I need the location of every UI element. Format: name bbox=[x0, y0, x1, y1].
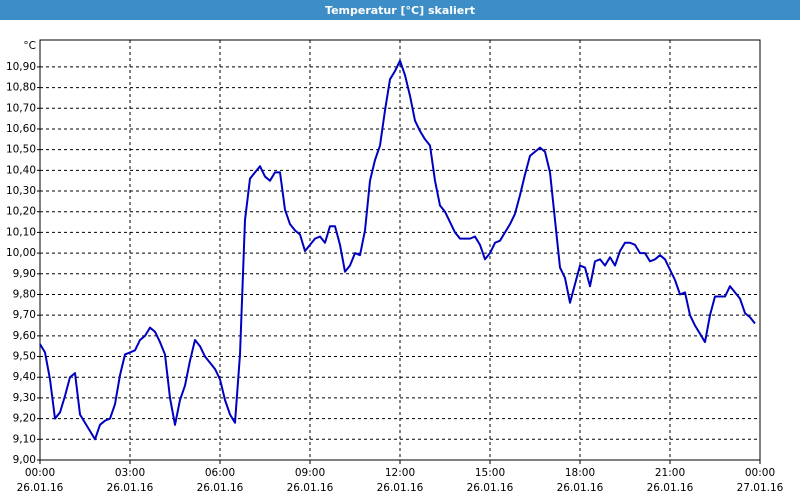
x-tick-label: 00:00 27.01.16 bbox=[737, 467, 784, 494]
y-tick-label: 10,00 bbox=[6, 247, 36, 259]
y-tick-label: 9,30 bbox=[13, 392, 36, 404]
y-tick-label: 10,40 bbox=[6, 164, 36, 176]
chart-title: Temperatur [°C] skaliert bbox=[325, 4, 475, 17]
y-tick-label: 9,70 bbox=[13, 309, 36, 321]
x-tick-label: 21:00 26.01.16 bbox=[647, 467, 694, 494]
y-tick-label: 10,20 bbox=[6, 206, 36, 218]
y-tick-label: 10,60 bbox=[6, 123, 36, 135]
y-tick-label: 9,60 bbox=[13, 330, 36, 342]
y-tick-label: 10,50 bbox=[6, 144, 36, 156]
y-tick-label: 9,50 bbox=[13, 351, 36, 363]
x-tick-label: 12:00 26.01.16 bbox=[377, 467, 424, 494]
x-tick-label: 15:00 26.01.16 bbox=[467, 467, 514, 494]
y-tick-label: 9,80 bbox=[13, 288, 36, 300]
y-tick-label: 10,10 bbox=[6, 226, 36, 238]
title-bar bbox=[0, 0, 800, 20]
y-tick-label: 10,90 bbox=[6, 61, 36, 73]
y-tick-label: 9,90 bbox=[13, 268, 36, 280]
y-tick-label: 9,10 bbox=[13, 433, 36, 445]
x-tick-label: 06:00 26.01.16 bbox=[197, 467, 244, 494]
y-tick-label: 9,20 bbox=[13, 413, 36, 425]
data-line bbox=[39, 59, 756, 441]
x-tick-label: 09:00 26.01.16 bbox=[287, 467, 334, 494]
y-tick-label: 10,80 bbox=[6, 82, 36, 94]
x-tick-label: 00:00 26.01.16 bbox=[17, 467, 64, 494]
plot-frame bbox=[39, 39, 761, 461]
y-unit-label: °C bbox=[23, 40, 36, 52]
y-tick-label: 9,40 bbox=[13, 371, 36, 383]
y-tick-label: 10,70 bbox=[6, 102, 36, 114]
y-tick-label: 9,00 bbox=[13, 454, 36, 466]
x-tick-label: 18:00 26.01.16 bbox=[557, 467, 604, 494]
x-tick-label: 03:00 26.01.16 bbox=[107, 467, 154, 494]
y-tick-label: 10,30 bbox=[6, 185, 36, 197]
